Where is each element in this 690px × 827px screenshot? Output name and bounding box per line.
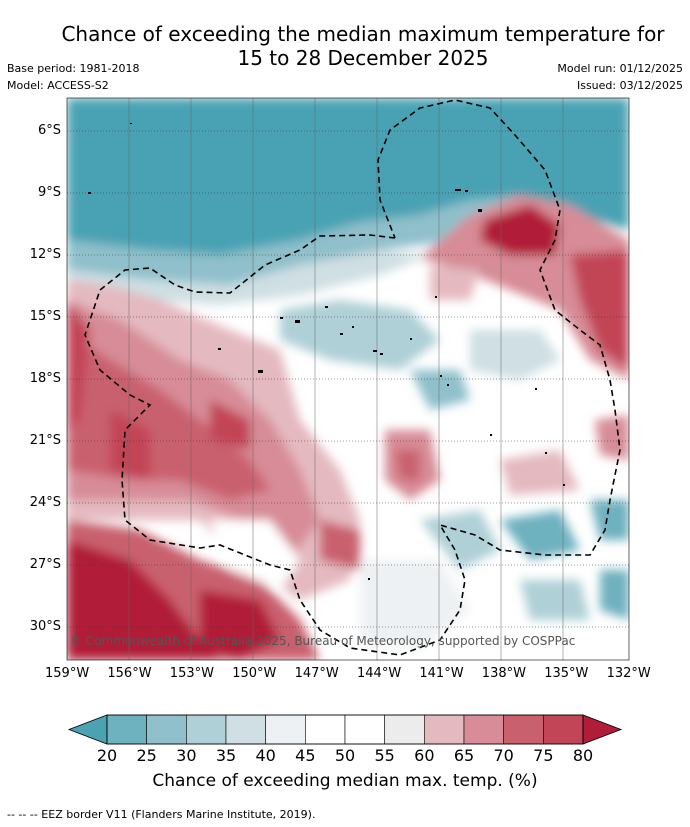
colorbar-tick: 55 [374, 746, 395, 765]
map-field [67, 98, 629, 660]
colorbar-cells [106, 714, 584, 745]
latitude-label: 9°S [37, 185, 61, 200]
map-gridlines [67, 130, 629, 628]
colorbar-tick: 65 [453, 746, 475, 765]
colorbar [67, 714, 623, 745]
colorbar-cell [384, 714, 425, 745]
island-markers [88, 123, 565, 580]
colorbar-tick: 25 [136, 746, 157, 765]
colorbar-cell [543, 714, 584, 745]
colorbar-extend-high [582, 714, 623, 745]
meta-left: Base period: 1981-2018 Model: ACCESS-S2 [7, 60, 139, 94]
latitude-label: 24°S [29, 495, 61, 510]
latitude-label: 12°S [29, 247, 61, 262]
colorbar-label: Chance of exceeding median max. temp. (%… [152, 771, 538, 791]
longitude-label: 138°W [481, 666, 526, 681]
map-frame [66, 97, 630, 661]
title-line-2: 15 to 28 December 2025 [237, 46, 489, 70]
latitude-label: 6°S [37, 123, 61, 138]
longitude-label: 156°W [107, 666, 152, 681]
footer-legend: -- -- -- EEZ border V11 (Flanders Marine… [7, 808, 316, 821]
colorbar-cell [146, 714, 187, 745]
colorbar-cell [186, 714, 227, 745]
title-line-1: Chance of exceeding the median maximum t… [61, 22, 665, 46]
colorbar-cell [503, 714, 544, 745]
colorbar-tick: 20 [96, 746, 118, 765]
colorbar-cell [344, 714, 385, 745]
colorbar-tick: 75 [533, 746, 554, 765]
latitude-label: 15°S [29, 309, 61, 324]
longitude-label: 150°W [232, 666, 277, 681]
colorbar-tick: 40 [255, 746, 276, 765]
latitude-label: 30°S [29, 619, 61, 634]
colorbar-cell [305, 714, 346, 745]
longitude-label: 135°W [544, 666, 589, 681]
issued-text: Issued: 03/12/2025 [576, 79, 683, 92]
longitude-label: 147°W [294, 666, 339, 681]
base-period-text: Base period: 1981-2018 [7, 62, 140, 75]
colorbar-tick: 80 [572, 746, 594, 765]
map-meridians [128, 98, 564, 660]
meta-right: Model run: 01/12/2025 Issued: 03/12/2025 [557, 60, 683, 94]
colorbar-tick: 45 [295, 746, 316, 765]
copyright-notice: © Commonwealth of Australia 2025, Bureau… [70, 634, 576, 648]
model-run-text: Model run: 01/12/2025 [557, 62, 683, 75]
longitude-label: 141°W [419, 666, 464, 681]
colorbar-cell [265, 714, 306, 745]
latitude-label: 18°S [29, 371, 61, 386]
colorbar-cell [106, 714, 147, 745]
colorbar-tick: 60 [414, 746, 435, 765]
latitude-label: 21°S [29, 433, 61, 448]
colorbar-frame [106, 714, 584, 745]
colorbar-tick: 35 [215, 746, 237, 765]
colorbar-tick: 30 [176, 746, 197, 765]
colorbar-extend-low [67, 714, 108, 745]
colorbar-cell [424, 714, 465, 745]
model-text: Model: ACCESS-S2 [7, 79, 109, 92]
longitude-label: 144°W [357, 666, 402, 681]
colorbar-cell [225, 714, 266, 745]
colorbar-tick: 70 [493, 746, 514, 765]
colorbar-tick: 50 [334, 746, 356, 765]
longitude-label: 159°W [45, 666, 90, 681]
latitude-label: 27°S [29, 557, 61, 572]
eez-border [84, 99, 621, 656]
longitude-label: 132°W [606, 666, 651, 681]
colorbar-cell [463, 714, 504, 745]
longitude-label: 153°W [169, 666, 214, 681]
